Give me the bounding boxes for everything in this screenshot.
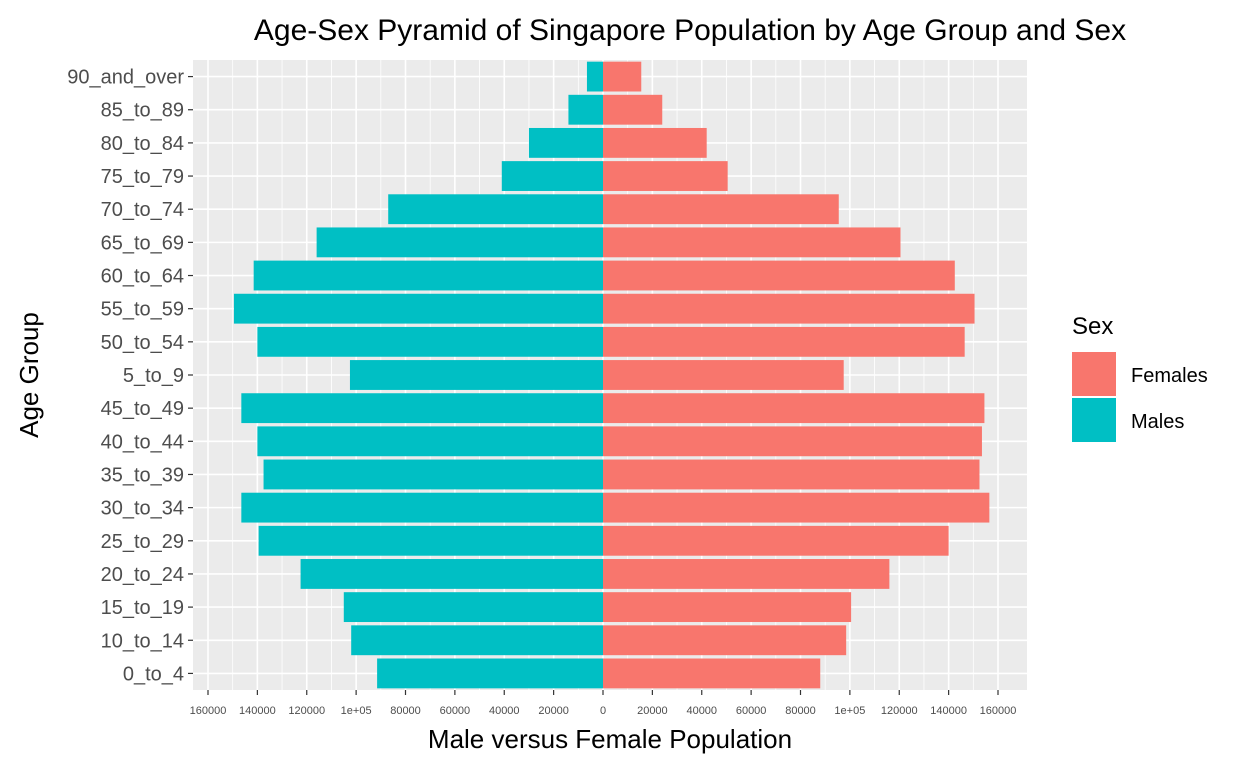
x-tick-label: 40000 <box>489 705 520 717</box>
bar-males <box>316 227 603 258</box>
y-tick-label: 60_to_64 <box>101 266 184 288</box>
bar-females <box>603 459 980 490</box>
bar-females <box>603 525 949 556</box>
x-tick-label: 120000 <box>288 705 325 717</box>
x-tick-label: 60000 <box>440 705 471 717</box>
x-axis: 160000 140000 120000 1e+05 80000 60000 40000 20… <box>190 690 1017 717</box>
y-axis: 0_to_4 10_to_14 15_to_19 20_to_24 25_to_29 30… <box>67 67 193 685</box>
legend-title: Sex <box>1072 313 1113 340</box>
bar-males <box>343 592 603 623</box>
y-tick-label: 50_to_54 <box>101 332 184 354</box>
x-tick-label: 20000 <box>538 705 569 717</box>
x-tick-label: 1e+05 <box>834 705 865 717</box>
bar-males <box>241 492 603 523</box>
y-tick-label: 55_to_59 <box>101 299 184 321</box>
x-tick-label: 140000 <box>239 705 276 717</box>
x-tick-label: 40000 <box>686 705 717 717</box>
bar-females <box>603 559 890 589</box>
y-tick-label: 25_to_29 <box>101 531 184 553</box>
x-tick-label: 120000 <box>881 705 918 717</box>
bar-males <box>257 426 603 457</box>
y-tick-label: 90_and_over <box>67 67 184 89</box>
y-axis-title: Age Group <box>14 312 44 438</box>
x-axis-title: Male versus Female Population <box>428 724 792 754</box>
legend-label-males: Males <box>1131 411 1184 433</box>
y-tick-label: 65_to_69 <box>101 232 184 254</box>
bar-females <box>603 360 844 390</box>
bar-males <box>351 625 603 656</box>
bars <box>233 61 990 689</box>
legend: Sex Females Males <box>1072 313 1208 442</box>
x-tick-label: 0 <box>600 705 606 717</box>
y-tick-label: 0_to_4 <box>123 663 184 685</box>
chart-title: Age-Sex Pyramid of Singapore Population … <box>254 14 1126 47</box>
y-tick-label: 10_to_14 <box>101 630 184 652</box>
y-tick-label: 80_to_84 <box>101 133 184 155</box>
y-tick-label: 15_to_19 <box>101 597 184 619</box>
bar-females <box>603 194 839 225</box>
legend-label-females: Females <box>1131 365 1208 387</box>
bar-females <box>603 293 975 324</box>
bar-males <box>377 658 603 689</box>
bar-females <box>603 260 955 291</box>
bar-males <box>263 459 603 490</box>
x-tick-label: 1e+05 <box>341 705 372 717</box>
x-tick-label: 160000 <box>980 705 1017 717</box>
bar-males <box>349 360 603 390</box>
bar-females <box>603 492 990 523</box>
x-tick-label: 140000 <box>930 705 967 717</box>
y-tick-label: 40_to_44 <box>101 431 184 453</box>
x-tick-label: 60000 <box>736 705 767 717</box>
y-tick-label: 45_to_49 <box>101 398 184 420</box>
bar-males <box>300 559 603 589</box>
y-tick-label: 70_to_74 <box>101 199 184 221</box>
y-tick-label: 30_to_34 <box>101 498 184 520</box>
bar-males <box>568 94 603 125</box>
y-tick-label: 75_to_79 <box>101 166 184 188</box>
bar-females <box>603 393 985 424</box>
y-tick-label: 20_to_24 <box>101 564 184 586</box>
bar-females <box>603 658 821 689</box>
bar-males <box>501 161 603 191</box>
y-tick-label: 5_to_9 <box>123 365 184 387</box>
legend-swatch-males <box>1072 398 1116 442</box>
x-tick-label: 80000 <box>390 705 421 717</box>
bar-females <box>603 625 847 656</box>
bar-males <box>388 194 603 225</box>
bar-females <box>603 426 982 457</box>
bar-females <box>603 61 642 92</box>
x-tick-label: 20000 <box>637 705 668 717</box>
x-tick-label: 160000 <box>190 705 227 717</box>
bar-males <box>233 293 603 324</box>
bar-males <box>257 326 603 357</box>
bar-females <box>603 161 728 191</box>
legend-swatch-females <box>1072 352 1116 396</box>
bar-females <box>603 592 852 623</box>
bar-males <box>253 260 603 291</box>
bar-males <box>241 393 603 424</box>
bar-females <box>603 94 663 125</box>
y-tick-label: 85_to_89 <box>101 100 184 122</box>
x-tick-label: 80000 <box>785 705 816 717</box>
bar-males <box>258 525 603 556</box>
bar-males <box>528 127 603 158</box>
y-tick-label: 35_to_39 <box>101 464 184 486</box>
bar-males <box>586 61 603 92</box>
bar-females <box>603 227 901 258</box>
bar-females <box>603 326 965 357</box>
bar-females <box>603 127 707 158</box>
